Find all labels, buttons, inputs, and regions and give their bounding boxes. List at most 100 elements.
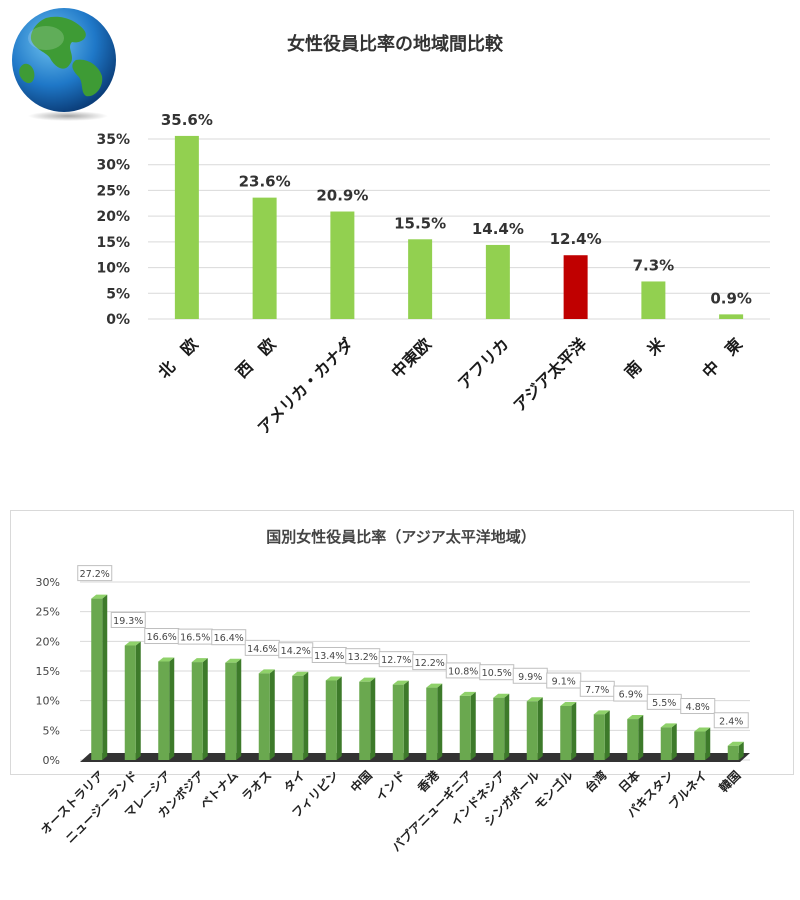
- data-label: 0.9%: [710, 289, 752, 307]
- data-label: 5.5%: [652, 698, 676, 709]
- data-label-box: [211, 629, 247, 646]
- bar-side: [470, 691, 476, 760]
- data-label: 23.6%: [239, 173, 291, 191]
- bar-side: [236, 658, 242, 760]
- data-label: 6.9%: [619, 690, 643, 701]
- data-label: 13.2%: [348, 652, 378, 663]
- bar-top: [258, 669, 275, 674]
- data-label-box: [546, 672, 582, 689]
- chart1-title: 女性役員比率の地域間比較: [287, 34, 503, 55]
- x-tick-label: ラオス: [239, 768, 274, 803]
- data-label: 19.3%: [113, 616, 143, 627]
- x-tick-label: 西 欧: [232, 334, 279, 381]
- bar-side: [135, 641, 141, 760]
- bar-side: [269, 669, 275, 760]
- data-label: 16.6%: [147, 632, 177, 643]
- y-tick-label: 15%: [96, 235, 130, 251]
- x-tick-label: 中 東: [699, 334, 746, 381]
- data-label: 7.3%: [633, 256, 675, 274]
- bar-top: [158, 657, 175, 662]
- bar: [627, 719, 639, 760]
- y-tick-label: 30%: [36, 576, 60, 589]
- bar: [408, 239, 433, 319]
- bar-side: [738, 741, 744, 760]
- bar: [727, 745, 739, 760]
- bar: [91, 598, 103, 760]
- region-chart: 0% 5% 10% 15% 20% 25% 30% 35% 35.6% 北 欧 23.6% 西 欧 20…: [96, 111, 770, 438]
- bar: [560, 706, 572, 760]
- bar: [174, 135, 199, 319]
- data-label: 35.6%: [161, 111, 213, 129]
- bar-side: [336, 676, 342, 760]
- bar-top: [593, 710, 610, 715]
- bar-top: [727, 741, 744, 746]
- bar: [563, 255, 588, 319]
- x-tick-label: 韓国: [716, 768, 744, 796]
- data-label: 16.5%: [180, 633, 210, 644]
- x-tick-label: 中国: [347, 768, 375, 796]
- bar-top: [292, 671, 309, 676]
- y-tick-label: 0%: [106, 312, 130, 328]
- x-tick-label: 台湾: [582, 768, 610, 796]
- bar: [225, 662, 237, 760]
- bar-side: [537, 697, 543, 760]
- bar: [158, 661, 170, 760]
- bar-side: [504, 693, 510, 760]
- bar: [719, 314, 744, 319]
- bar-side: [705, 727, 711, 760]
- bar-top: [426, 683, 443, 688]
- data-label-box: [412, 654, 448, 671]
- data-label: 14.2%: [281, 646, 311, 657]
- data-label: 12.7%: [381, 655, 411, 666]
- x-tick-label: 香港: [414, 767, 443, 796]
- y-tick-label: 15%: [36, 665, 60, 678]
- bar-top: [560, 702, 577, 707]
- bar-top: [660, 723, 677, 728]
- y-tick-label: 0%: [43, 754, 60, 767]
- y-tick-label: 5%: [43, 724, 60, 737]
- bar: [526, 701, 538, 760]
- data-label: 20.9%: [316, 187, 368, 205]
- data-label-box: [713, 712, 749, 729]
- bar-side: [403, 680, 409, 760]
- bar: [660, 727, 672, 760]
- data-label: 10.5%: [482, 668, 512, 679]
- x-tick-label: 南 米: [621, 334, 669, 382]
- y-tick-label: 35%: [96, 132, 130, 148]
- x-tick-label: 北 欧: [154, 334, 201, 381]
- y-tick-label: 5%: [106, 286, 130, 302]
- x-tick-label: インド: [373, 768, 408, 803]
- bar: [292, 675, 304, 760]
- bar-top: [225, 658, 242, 663]
- bar: [641, 281, 666, 319]
- bar-top: [325, 676, 342, 681]
- bar-side: [437, 683, 443, 760]
- globe-icon: [12, 8, 116, 121]
- x-tick-label: 中東欧: [388, 334, 435, 381]
- data-label-box: [613, 685, 649, 702]
- data-label: 14.4%: [472, 220, 524, 238]
- bar: [191, 662, 203, 760]
- y-tick-label: 10%: [36, 695, 60, 708]
- data-label-box: [77, 565, 113, 582]
- bar: [325, 680, 337, 760]
- data-label-box: [110, 611, 146, 628]
- y-tick-label: 30%: [96, 158, 130, 174]
- bar: [359, 681, 371, 760]
- bar: [485, 244, 510, 319]
- y-tick-label: 25%: [36, 606, 60, 619]
- bar: [459, 695, 471, 760]
- bar: [124, 645, 136, 760]
- bar-top: [493, 693, 510, 698]
- bar: [426, 687, 438, 760]
- bar-top: [124, 641, 141, 646]
- data-label: 27.2%: [80, 569, 110, 580]
- bar-top: [392, 680, 409, 685]
- bar: [252, 197, 277, 319]
- bar-side: [303, 671, 309, 760]
- x-tick-label: 日本: [615, 768, 643, 796]
- chart2-title: 国別女性役員比率（アジア太平洋地域）: [266, 528, 536, 546]
- chart-floor: [80, 753, 750, 762]
- data-label: 10.8%: [448, 666, 478, 677]
- x-tick-label: タイ: [281, 768, 308, 795]
